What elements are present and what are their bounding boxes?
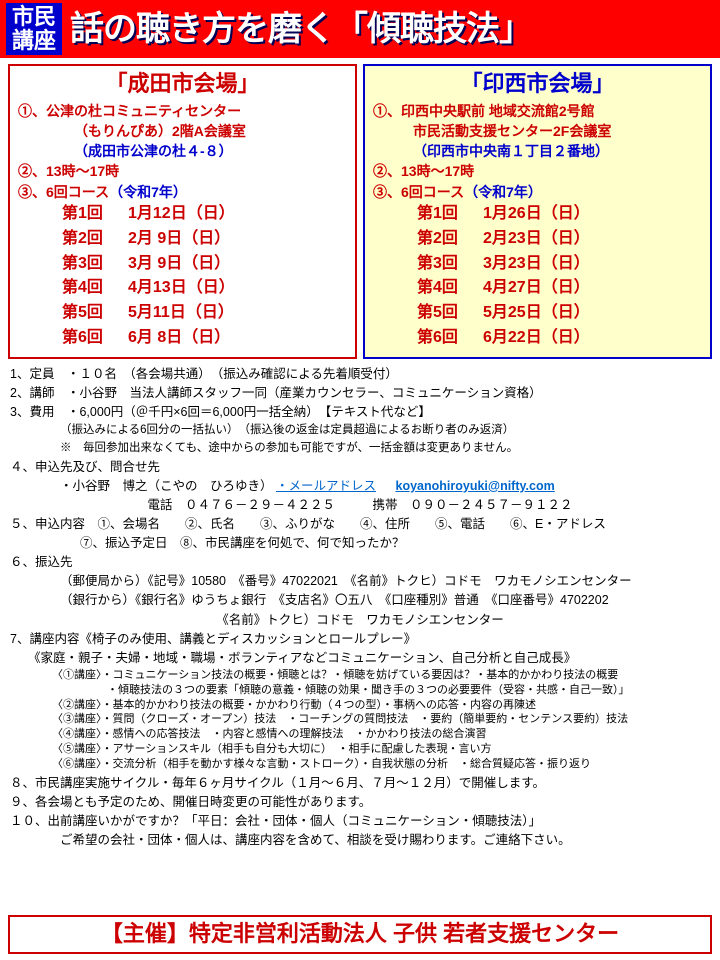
venue-time: ②、13時～17時 <box>373 161 702 181</box>
schedule-row: 第5回5月25日（日） <box>373 301 702 326</box>
line-phone: 電話 ０４７６－２９－４２２５ 携帯 ０９０－２４５７－９１２２ <box>10 496 710 514</box>
lecture-line: ・傾聴技法の３つの要素「傾聴の意義・傾聴の効果・聞き手の３つの必要要件（受容・共… <box>10 683 710 698</box>
venue-address-line: ①、公津の杜コミュニティセンター <box>18 101 347 121</box>
line-furikomi-b: （銀行から）《銀行名》ゆうちょ銀行 《支店名》〇五八 《口座種別》普通 《口座番… <box>10 591 710 609</box>
line-naiyo: ５、申込内容 ①、会場名 ②、氏名 ③、ふりがな ④、住所 ⑤、電話 ⑥、E・ア… <box>10 515 710 533</box>
schedule-row: 第1回1月26日（日） <box>373 202 702 227</box>
venues-row: 「成田市会場」①、公津の杜コミュニティセンター（もりんぴあ）2階A会議室（成田市… <box>0 58 720 363</box>
schedule-label: 第2回 <box>18 227 128 252</box>
line-8: ８、市民講座実施サイクル・毎年６ヶ月サイクル（１月～６月、７月～１２月）で開催し… <box>10 774 710 792</box>
line-teiin: 1、定員 ・１０名 （各会場共通） （振込み確認による先着順受付） <box>10 365 710 383</box>
schedule-row: 第6回6月22日（日） <box>373 326 702 351</box>
badge-line1: 市民 <box>12 5 56 29</box>
line-contact: ・小谷野 博之（こやの ひろゆき） ・メールアドレス koyanohiroyuk… <box>10 477 710 495</box>
schedule-row: 第5回5月11日（日） <box>18 301 347 326</box>
venue-address-line: （印西市中央南１丁目２番地） <box>373 141 702 161</box>
line-naiyo2: ⑦、振込予定日 ⑧、市民講座を何処で、何で知ったか？ <box>10 534 710 552</box>
schedule-date: 1月12日（日） <box>128 202 235 227</box>
tail-section: ８、市民講座実施サイクル・毎年６ヶ月サイクル（１月～６月、７月～１２月）で開催し… <box>0 772 720 850</box>
header-title: 話の聴き方を磨く「傾聴技法」 <box>70 7 532 51</box>
badge: 市民 講座 <box>6 3 62 55</box>
line-hiyou: 3、費用 ・6,000円（＠千円×6回＝6,000円一括全納） 【テキスト代など… <box>10 403 710 421</box>
lecture-line: 〈②講座〉・基本的かかわり技法の概要・かかわり行動（４つの型）・事柄への応答・内… <box>10 698 710 713</box>
line-10: １０、出前講座いかがですか？「平日：会社・団体・個人（コミュニケーション・傾聴技… <box>10 812 710 830</box>
venue-address-line: （もりんぴあ）2階A会議室 <box>18 121 347 141</box>
schedule-date: 1月26日（日） <box>483 202 590 227</box>
schedule-row: 第1回1月12日（日） <box>18 202 347 227</box>
venue-inzai: 「印西市会場」①、印西中央駅前 地域交流館2号館市民活動支援センター2F会議室（… <box>363 64 712 359</box>
line-9: ９、各会場とも予定のため、開催日時変更の可能性があります。 <box>10 793 710 811</box>
schedule-row: 第3回3月 9日（日） <box>18 252 347 277</box>
venue-address-line: ①、印西中央駅前 地域交流館2号館 <box>373 101 702 121</box>
schedule-label: 第5回 <box>373 301 483 326</box>
schedule-date: 4月13日（日） <box>128 276 235 301</box>
schedule-date: 2月 9日（日） <box>128 227 230 252</box>
schedule-label: 第3回 <box>373 252 483 277</box>
schedule-label: 第4回 <box>18 276 128 301</box>
line-furikomi-a: （郵便局から）《記号》10580 《番号》47022021 《名前》トクヒ）コド… <box>10 572 710 590</box>
line-hiyou-note1: （振込みによる6回分の一括払い） （振込後の返金は定員超過によるお断り者のみ返済… <box>10 422 710 439</box>
line-10a: ご希望の会社・団体・個人は、講座内容を含めて、相談を受け賜わります。ご連絡下さい… <box>10 831 710 849</box>
schedule-label: 第1回 <box>373 202 483 227</box>
schedule-date: 6月 8日（日） <box>128 326 230 351</box>
footer-text: 【主催】特定非営利活動法人 子供 若者支援センター <box>101 921 619 946</box>
schedule-date: 2月23日（日） <box>483 227 590 252</box>
venue-address-line: 市民活動支援センター2F会議室 <box>373 121 702 141</box>
schedule-row: 第4回4月13日（日） <box>18 276 347 301</box>
schedule-row: 第3回3月23日（日） <box>373 252 702 277</box>
schedule-label: 第6回 <box>18 326 128 351</box>
line-kouza: 7、講座内容《椅子のみ使用、講義とディスカッションとロールプレー》 <box>10 630 710 648</box>
schedule-date: 4月27日（日） <box>483 276 590 301</box>
venue-title: 「印西市会場」 <box>373 70 702 99</box>
lecture-line: 〈④講座〉・感情への応答技法 ・内容と感情への理解技法 ・かかわり技法の総合演習 <box>10 727 710 742</box>
footer-bar: 【主催】特定非営利活動法人 子供 若者支援センター <box>8 915 712 954</box>
line-moushikomi: ４、申込先及び、問合せ先 <box>10 458 710 476</box>
schedule-row: 第4回4月27日（日） <box>373 276 702 301</box>
line-hiyou-note2: ※ 毎回参加出来なくても、途中からの参加も可能ですが、一括金額は変更ありません。 <box>10 440 710 457</box>
contact-name: ・小谷野 博之（こやの ひろゆき） <box>60 479 273 493</box>
schedule-date: 5月25日（日） <box>483 301 590 326</box>
email-link[interactable]: koyanohiroyuki@nifty.com <box>396 479 555 493</box>
schedule-row: 第2回2月23日（日） <box>373 227 702 252</box>
schedule-label: 第6回 <box>373 326 483 351</box>
schedule-label: 第2回 <box>373 227 483 252</box>
body-section: 1、定員 ・１０名 （各会場共通） （振込み確認による先着順受付） 2、講師 ・… <box>0 363 720 667</box>
schedule-label: 第4回 <box>373 276 483 301</box>
email-label: ・メールアドレス <box>276 479 376 493</box>
lecture-line: 〈①講座〉・コミュニケーション技法の概要・傾聴とは？・傾聴を妨げている要因は？・… <box>10 668 710 683</box>
schedule-label: 第5回 <box>18 301 128 326</box>
schedule-row: 第6回6月 8日（日） <box>18 326 347 351</box>
lecture-section: 〈①講座〉・コミュニケーション技法の概要・傾聴とは？・傾聴を妨げている要因は？・… <box>0 668 720 772</box>
venue-time: ②、13時～17時 <box>18 161 347 181</box>
lecture-line: 〈③講座〉・質問（クローズ・オープン）技法 ・コーチングの質問技法 ・要約（簡単… <box>10 712 710 727</box>
lecture-line: 〈⑥講座〉・交流分析（相手を動かす様々な言動・ストローク）・自我状態の分析 ・総… <box>10 757 710 772</box>
venue-narita: 「成田市会場」①、公津の杜コミュニティセンター（もりんぴあ）2階A会議室（成田市… <box>8 64 357 359</box>
lecture-line: 〈⑤講座〉・アサーションスキル（相手も自分も大切に） ・相手に配慮した表現・言い… <box>10 742 710 757</box>
schedule-date: 6月22日（日） <box>483 326 590 351</box>
schedule-row: 第2回2月 9日（日） <box>18 227 347 252</box>
header-bar: 市民 講座 話の聴き方を磨く「傾聴技法」 <box>0 0 720 58</box>
venue-title: 「成田市会場」 <box>18 70 347 99</box>
venue-address-line: （成田市公津の杜４-８） <box>18 141 347 161</box>
line-kouza-sub: 《家庭・親子・夫婦・地域・職場・ボランティアなどコミュニケーション、自己分析と自… <box>10 649 710 667</box>
line-koushi: 2、講師 ・小谷野 当法人講師スタッフ一同（産業カウンセラー、コミュニケーション… <box>10 384 710 402</box>
venue-course: ③、6回コース（令和7年） <box>18 182 347 202</box>
schedule-date: 3月23日（日） <box>483 252 590 277</box>
schedule-label: 第3回 <box>18 252 128 277</box>
venue-course: ③、6回コース（令和7年） <box>373 182 702 202</box>
schedule-date: 5月11日（日） <box>128 301 234 326</box>
line-furikomi-c: 《名前》トクヒ）コドモ ワカモノシエンセンター <box>10 611 710 629</box>
schedule-label: 第1回 <box>18 202 128 227</box>
badge-line2: 講座 <box>12 29 56 53</box>
line-furikomi: ６、振込先 <box>10 553 710 571</box>
schedule-date: 3月 9日（日） <box>128 252 230 277</box>
